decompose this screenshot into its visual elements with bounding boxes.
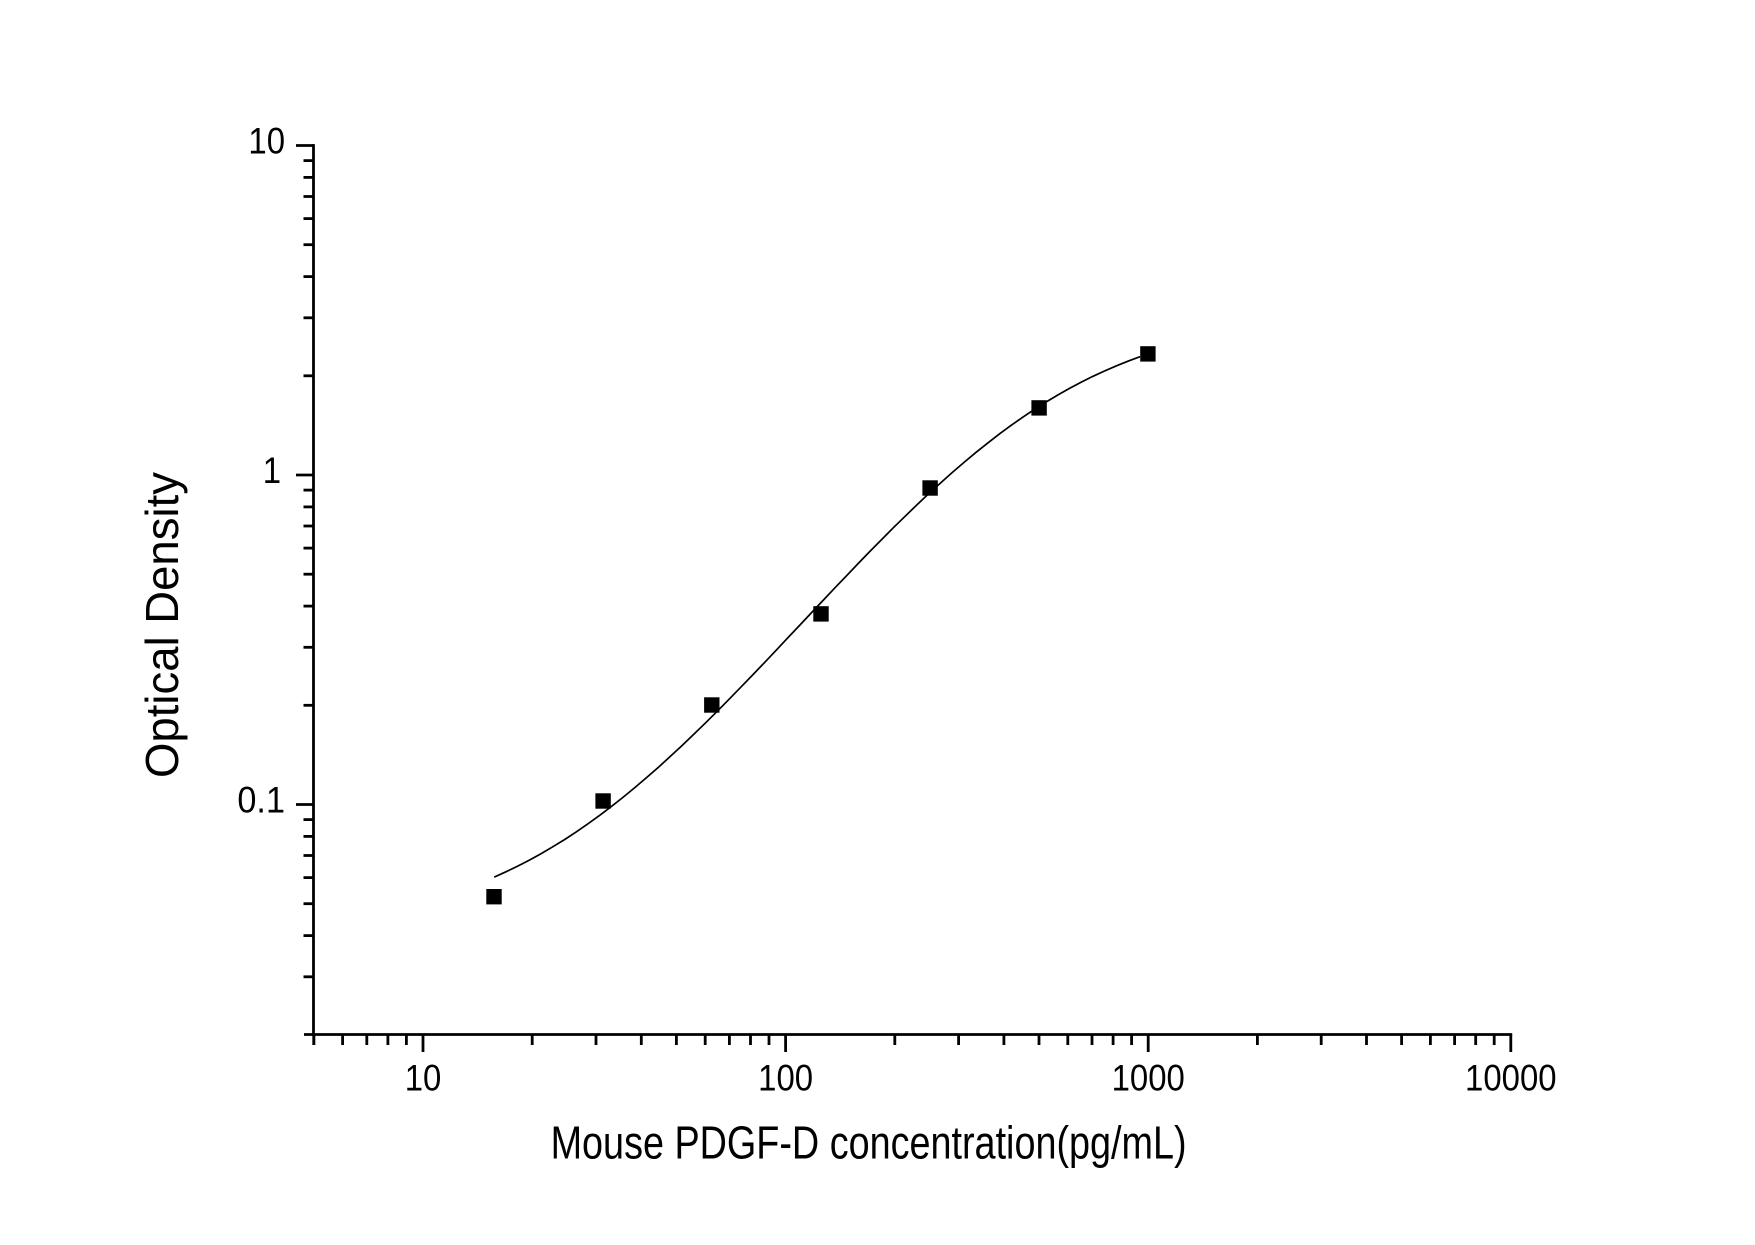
svg-text:100: 100 — [758, 1058, 813, 1099]
svg-text:10000: 10000 — [1465, 1058, 1557, 1099]
svg-text:10: 10 — [248, 121, 285, 162]
svg-text:Optical Density: Optical Density — [136, 472, 188, 778]
svg-text:10: 10 — [405, 1058, 442, 1099]
svg-text:Mouse PDGF-D concentration(pg/: Mouse PDGF-D concentration(pg/mL) — [551, 1117, 1187, 1169]
svg-text:0.1: 0.1 — [237, 780, 285, 821]
svg-text:1: 1 — [263, 450, 281, 491]
svg-text:1000: 1000 — [1112, 1058, 1185, 1099]
